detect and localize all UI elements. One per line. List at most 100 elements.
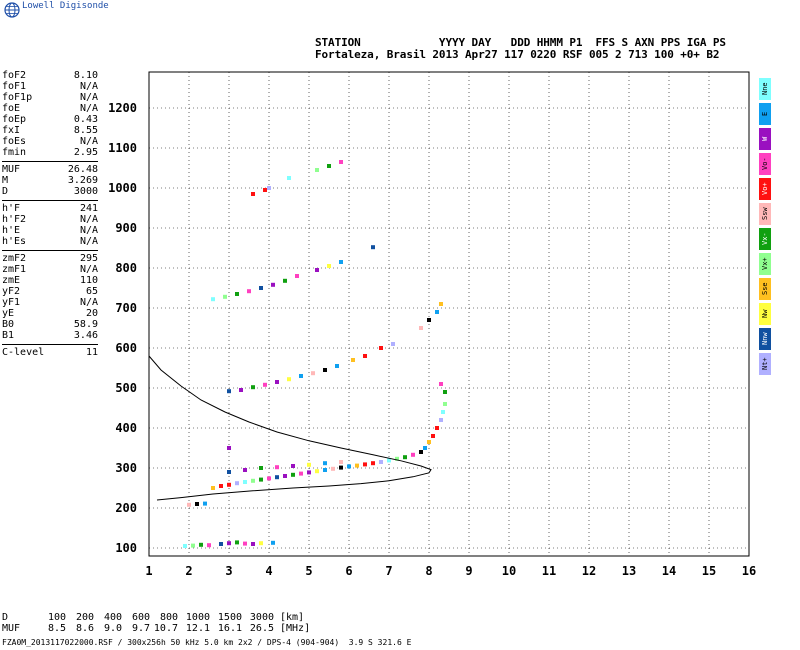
echo-point <box>431 434 435 438</box>
param-name: foF1 <box>2 81 27 92</box>
muf-cell: 16.1 <box>217 623 242 634</box>
legend-label: Nt+ <box>761 357 769 371</box>
param-value: 3.269 <box>67 175 98 186</box>
distance-cell: 3000 <box>249 612 274 623</box>
legend-swatch: Vo- <box>759 153 771 175</box>
echo-point <box>183 544 187 548</box>
x-tick-label: 11 <box>542 564 556 578</box>
echo-point <box>223 294 227 299</box>
echo-point <box>251 542 255 546</box>
param-row: foF1p N/A <box>2 92 98 103</box>
y-tick-label: 1100 <box>108 141 137 155</box>
echo-point <box>323 468 327 472</box>
param-row: yF2 65 <box>2 286 98 297</box>
y-tick-label: 800 <box>115 261 137 275</box>
echo-point <box>211 297 215 302</box>
distance-cell: 200 <box>75 612 94 623</box>
param-value: 2.95 <box>73 147 98 158</box>
x-tick-label: 10 <box>502 564 516 578</box>
distance-row: D 100 200 400 600 800 1000 1500 3000 [km… <box>2 612 310 623</box>
legend-label: Nne <box>761 82 769 96</box>
x-tick-label: 1 <box>145 564 152 578</box>
param-row: zmE 110 <box>2 275 98 286</box>
distance-cell: 1500 <box>217 612 242 623</box>
echo-point <box>243 468 247 472</box>
param-value: 110 <box>79 275 98 286</box>
legend-swatch: E <box>759 103 771 125</box>
echo-point <box>307 462 311 467</box>
x-tick-label: 6 <box>345 564 352 578</box>
echo-point <box>355 463 359 468</box>
echo-point <box>251 192 255 196</box>
legend-swatch: Vo+ <box>759 178 771 200</box>
legend-label: Vo- <box>761 157 769 171</box>
scaled-parameters-panel: foF2 8.10 foF1 N/A foF1p N/A foE N/A foEp 0.43 fxI… <box>2 70 98 358</box>
y-tick-label: 700 <box>115 301 137 315</box>
param-row: foEp 0.43 <box>2 114 98 125</box>
param-value: 58.9 <box>73 319 98 330</box>
param-value: N/A <box>79 264 98 275</box>
echo-point <box>395 456 399 461</box>
param-value: 3000 <box>73 186 98 197</box>
echo-point <box>271 540 275 545</box>
distance-cell: 600 <box>131 612 150 623</box>
param-value: 8.10 <box>73 70 98 81</box>
echo-point <box>219 542 223 546</box>
muf-row-label: MUF <box>2 623 21 634</box>
y-tick-label: 100 <box>115 541 137 555</box>
echo-point <box>347 464 351 469</box>
legend-label: Sse <box>761 282 769 296</box>
legend-swatch: Sse <box>759 278 771 300</box>
echo-point <box>443 402 447 406</box>
echo-point <box>259 466 263 470</box>
param-name: foF1p <box>2 92 33 103</box>
muf-cell: 9.0 <box>103 623 122 634</box>
echo-point <box>315 469 319 474</box>
y-tick-label: 900 <box>115 221 137 235</box>
echo-point <box>191 543 195 548</box>
param-name: fmin <box>2 147 27 158</box>
echo-point <box>251 478 255 483</box>
brand-label: Lowell Digisonde <box>22 1 109 11</box>
echo-point <box>411 452 415 457</box>
echo-point <box>323 461 327 466</box>
echo-point <box>283 474 287 478</box>
legend-swatch: Ssw <box>759 203 771 225</box>
legend-label: W <box>761 136 769 142</box>
muf-distance-table: D 100 200 400 600 800 1000 1500 3000 [km… <box>2 612 310 634</box>
param-row: foF1 N/A <box>2 81 98 92</box>
echo-point <box>263 188 267 192</box>
param-row: MUF 26.48 <box>2 164 98 175</box>
echo-point <box>315 168 319 172</box>
x-tick-label: 13 <box>622 564 636 578</box>
echo-point <box>195 502 199 506</box>
legend-label: Vx- <box>761 232 769 246</box>
param-row: B1 3.46 <box>2 330 98 341</box>
param-row: C-level 11 <box>2 347 98 358</box>
echo-point <box>235 481 239 486</box>
echo-point <box>267 476 271 481</box>
param-name: yE <box>2 308 15 319</box>
echo-point <box>441 410 445 414</box>
muf-row: MUF 8.5 8.6 9.0 9.7 10.7 12.1 16.1 26.5 … <box>2 623 310 634</box>
param-row: M 3.269 <box>2 175 98 186</box>
echo-point <box>435 310 439 314</box>
param-row: fmin 2.95 <box>2 147 98 158</box>
echo-point <box>439 302 443 306</box>
echo-point <box>283 278 287 283</box>
param-name: foEs <box>2 136 27 147</box>
param-value: 8.55 <box>73 125 98 136</box>
echo-point <box>327 164 331 168</box>
profile-curve <box>148 355 432 501</box>
param-name: h'E <box>2 225 21 236</box>
echo-point <box>379 460 383 464</box>
echo-point <box>379 346 383 350</box>
echo-point <box>419 326 423 330</box>
echo-point <box>263 382 267 387</box>
param-value: 20 <box>85 308 98 319</box>
echo-point <box>371 461 375 466</box>
param-name: M <box>2 175 9 186</box>
echo-point <box>239 388 243 392</box>
echo-point <box>439 382 443 386</box>
legend-swatch: Vx+ <box>759 253 771 275</box>
